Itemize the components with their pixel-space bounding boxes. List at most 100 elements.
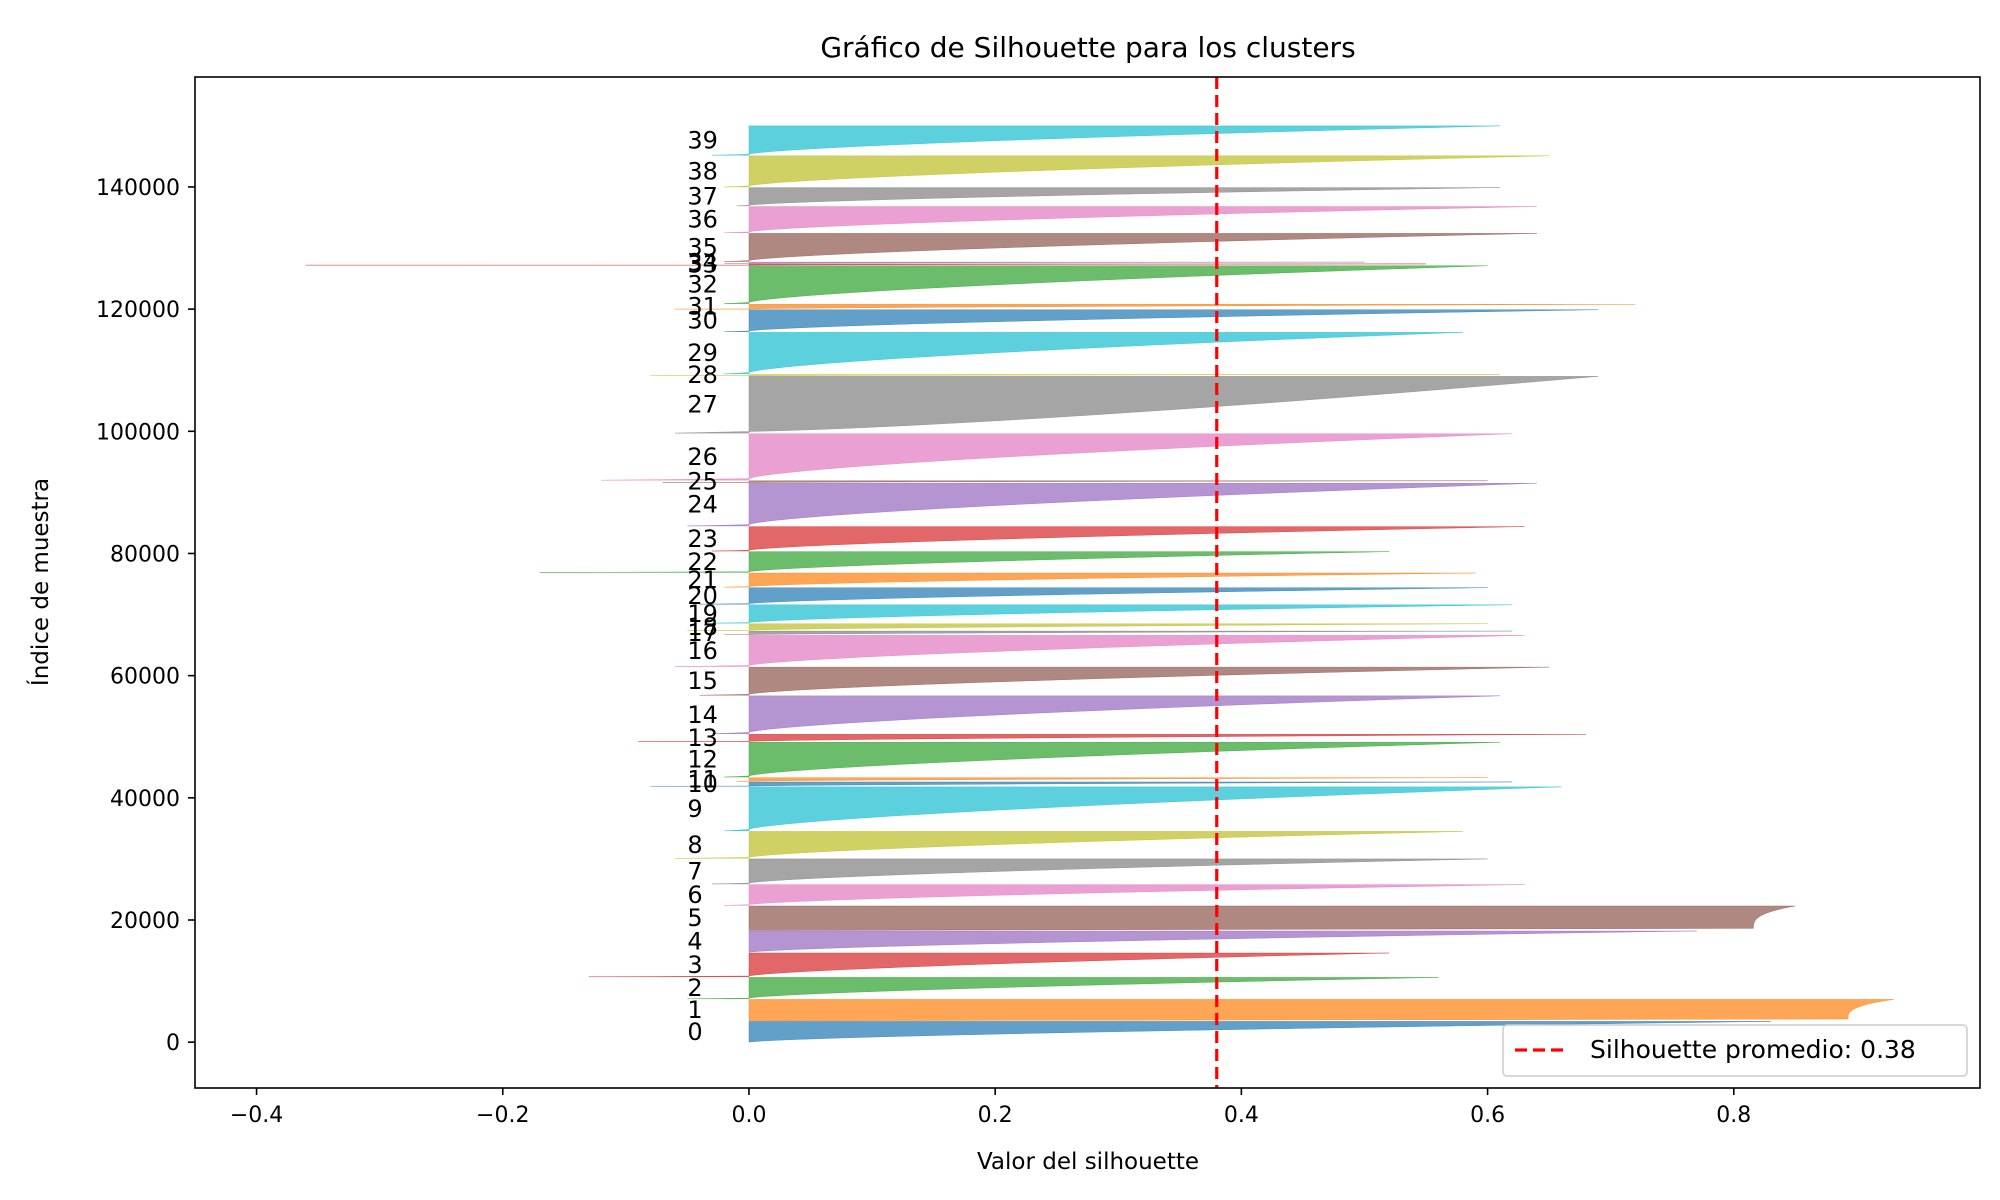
y-tick-label: 60000 bbox=[110, 665, 180, 690]
cluster-4-area bbox=[748, 930, 1697, 953]
cluster-label: 16 bbox=[687, 637, 718, 665]
cluster-label: 2 bbox=[687, 974, 702, 1002]
cluster-label: 22 bbox=[687, 548, 718, 576]
cluster-10-area bbox=[650, 781, 1513, 787]
cluster-label: 17 bbox=[687, 619, 718, 647]
cluster-label: 5 bbox=[687, 904, 702, 932]
cluster-label: 29 bbox=[687, 339, 718, 367]
cluster-30-area bbox=[724, 309, 1599, 332]
x-tick-label: 0.8 bbox=[1716, 1103, 1751, 1128]
x-tick-label: 0.2 bbox=[978, 1103, 1013, 1128]
cluster-29-area bbox=[724, 332, 1463, 375]
cluster-12-area bbox=[724, 741, 1500, 778]
cluster-15-area bbox=[699, 666, 1550, 696]
cluster-label: 32 bbox=[687, 271, 718, 299]
x-tick-label: 0.0 bbox=[731, 1103, 766, 1128]
cluster-label: 30 bbox=[687, 307, 718, 335]
cluster-37-area bbox=[736, 187, 1500, 207]
chart-title: Gráfico de Silhouette para los clusters bbox=[820, 31, 1355, 64]
cluster-label: 1 bbox=[687, 996, 702, 1024]
cluster-label: 36 bbox=[687, 206, 718, 234]
cluster-3-area bbox=[588, 952, 1390, 978]
cluster-11-area bbox=[736, 777, 1488, 782]
cluster-label: 28 bbox=[687, 361, 718, 389]
y-tick-label: 80000 bbox=[110, 542, 180, 567]
cluster-22-area bbox=[539, 551, 1390, 573]
cluster-label: 12 bbox=[687, 746, 718, 774]
cluster-27-area bbox=[675, 376, 1599, 434]
cluster-label: 26 bbox=[687, 443, 718, 471]
cluster-label: 9 bbox=[687, 795, 702, 823]
cluster-label: 21 bbox=[687, 566, 718, 594]
cluster-label: 27 bbox=[687, 391, 718, 419]
cluster-label: 37 bbox=[687, 183, 718, 211]
cluster-19-area bbox=[712, 604, 1513, 624]
y-tick-label: 120000 bbox=[96, 298, 180, 323]
cluster-label: 8 bbox=[687, 831, 702, 859]
cluster-label: 0 bbox=[687, 1018, 702, 1046]
cluster-38-area bbox=[724, 155, 1550, 188]
cluster-label: 6 bbox=[687, 881, 702, 909]
cluster-9-area bbox=[724, 786, 1562, 832]
cluster-34-area bbox=[724, 261, 1365, 264]
cluster-label: 20 bbox=[687, 582, 718, 610]
legend-label: Silhouette promedio: 0.38 bbox=[1590, 1035, 1916, 1064]
cluster-label: 19 bbox=[687, 600, 718, 628]
x-tick-label: −0.4 bbox=[230, 1103, 283, 1128]
cluster-16-area bbox=[675, 635, 1525, 667]
cluster-8-area bbox=[675, 831, 1463, 859]
cluster-18-area bbox=[687, 623, 1488, 631]
cluster-13-area bbox=[638, 734, 1587, 742]
y-tick-label: 40000 bbox=[110, 787, 180, 812]
cluster-39-area bbox=[712, 125, 1500, 156]
cluster-24-area bbox=[687, 482, 1537, 527]
y-axis: 0 20000 40000 60000 80000 100000 120000 140000 bbox=[96, 176, 195, 1056]
cluster-14-area bbox=[712, 695, 1500, 734]
cluster-label: 38 bbox=[687, 157, 718, 185]
cluster-label: 23 bbox=[687, 525, 718, 553]
cluster-label: 3 bbox=[687, 951, 702, 979]
legend-box bbox=[1502, 1024, 1968, 1077]
cluster-label: 33 bbox=[687, 251, 718, 279]
cluster-5-area bbox=[748, 905, 1796, 931]
cluster-25-area bbox=[662, 480, 1488, 483]
cluster-17-area bbox=[724, 630, 1513, 635]
cluster-label: 7 bbox=[687, 857, 702, 885]
cluster-7-area bbox=[712, 858, 1488, 885]
legend: Silhouette promedio: 0.38 bbox=[1502, 1024, 1968, 1077]
cluster-28-area bbox=[650, 374, 1500, 376]
cluster-label: 39 bbox=[687, 127, 718, 155]
cluster-21-area bbox=[724, 572, 1476, 588]
cluster-26-area bbox=[601, 433, 1513, 481]
cluster-label: 18 bbox=[687, 613, 718, 641]
cluster-label: 13 bbox=[687, 724, 718, 752]
cluster-label: 14 bbox=[687, 701, 718, 729]
cluster-label: 34 bbox=[687, 249, 718, 277]
cluster-label: 4 bbox=[687, 928, 702, 956]
x-tick-label: 0.4 bbox=[1224, 1103, 1259, 1128]
cluster-23-area bbox=[712, 526, 1525, 552]
y-tick-label: 140000 bbox=[96, 176, 180, 201]
x-tick-label: −0.2 bbox=[476, 1103, 529, 1128]
cluster-20-area bbox=[699, 587, 1488, 605]
x-tick-label: 0.6 bbox=[1470, 1103, 1505, 1128]
cluster-label: 31 bbox=[687, 293, 718, 321]
cluster-33-area bbox=[305, 263, 1427, 266]
cluster-36-area bbox=[724, 206, 1537, 234]
cluster-label: 35 bbox=[687, 233, 718, 261]
cluster-32-area bbox=[724, 265, 1488, 304]
plot-area bbox=[305, 125, 1894, 1043]
cluster-1-area bbox=[748, 999, 1894, 1022]
y-tick-label: 100000 bbox=[96, 420, 180, 445]
cluster-31-area bbox=[675, 304, 1636, 310]
cluster-35-area bbox=[724, 233, 1537, 262]
cluster-label: 11 bbox=[687, 766, 718, 794]
cluster-label: 25 bbox=[687, 468, 718, 496]
y-axis-label: Índice de muestra bbox=[26, 478, 54, 686]
cluster-6-area bbox=[724, 884, 1525, 906]
axes-frame bbox=[194, 76, 1981, 1089]
cluster-label: 24 bbox=[687, 491, 718, 519]
x-axis: −0.4 −0.2 0.0 0.2 0.4 0.6 0.8 bbox=[230, 1088, 1751, 1128]
cluster-label: 15 bbox=[687, 667, 718, 695]
cluster-2-area bbox=[687, 977, 1439, 1000]
